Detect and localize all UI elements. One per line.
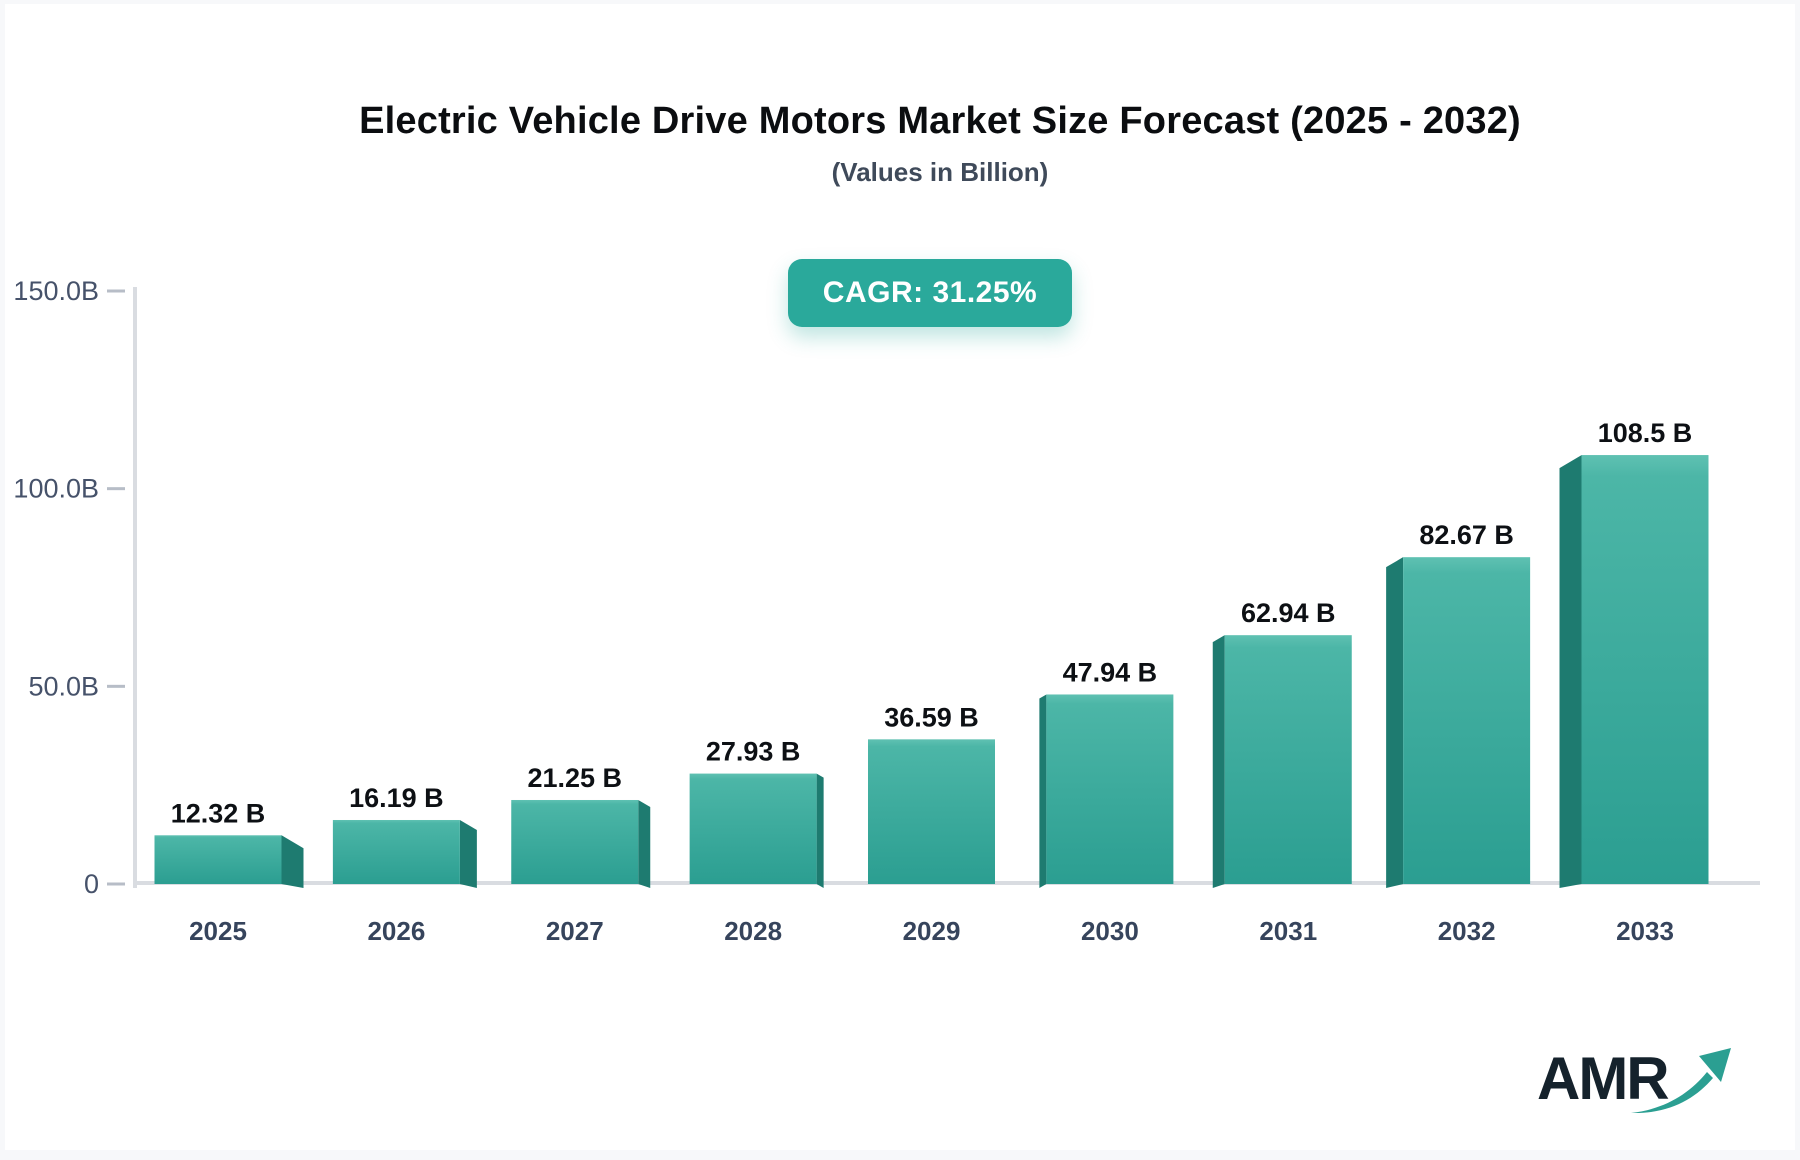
x-tick-label: 2030 [1081,916,1139,946]
bar-value-label: 36.59 B [884,702,979,732]
bar-2030 [1039,694,1174,888]
x-tick-label: 2032 [1438,916,1496,946]
cagr-badge-label: CAGR: 31.25% [822,276,1038,309]
bar-side-face [638,799,651,888]
bar-front-face [1224,635,1352,884]
y-tick-label: 100.0B [13,474,99,504]
x-tick-label: 2027 [546,916,604,946]
chart-subtitle: (Values in Billion) [831,157,1049,187]
y-tick-mark [107,487,125,491]
bar-front-face [154,835,282,884]
bar-value-label: 21.25 B [527,763,622,793]
bar-2033 [1559,455,1709,888]
bar-2031 [1212,635,1352,888]
bar-side-face [816,773,824,888]
bar-side-face [1212,635,1225,888]
chart-title: Electric Vehicle Drive Motors Market Siz… [359,100,1521,142]
y-tick-label: 150.0B [13,276,99,306]
bar-2027 [511,799,651,888]
y-tick-mark [107,882,125,886]
labels-layer: 12.32 B 2025 16.19 B 2026 21.25 B 2027 27.93 B… [171,418,1693,946]
amr-logo-text: AMR [1537,1045,1670,1112]
bar-front-face [1581,455,1709,884]
bar-front-face [689,773,817,884]
bar-2025 [154,835,304,888]
bar-value-label: 27.93 B [706,737,801,767]
bar-value-label: 47.94 B [1063,657,1158,687]
x-tick-label: 2026 [367,916,425,946]
x-tick-label: 2028 [724,916,782,946]
x-tick-label: 2029 [903,916,961,946]
chart-card: Electric Vehicle Drive Motors Market Siz… [5,4,1795,1150]
bar-chart-plot-area: 0 50.0B 100.0B 150.0B 12.32 B 2025 16.19 B 202… [13,276,1760,946]
bar-value-label: 62.94 B [1241,598,1336,628]
bar-side-face [281,835,304,888]
bar-front-face [1046,694,1174,884]
bar-value-label: 16.19 B [349,783,444,813]
bar-2026 [332,819,477,888]
bar-front-face [868,739,995,884]
bars-layer [154,455,1709,888]
bar-side-face [459,819,477,888]
x-tick-label: 2025 [189,916,247,946]
bar-front-face [511,799,639,884]
y-tick-label: 50.0B [28,671,99,701]
y-axis-line [133,287,137,888]
x-tick-label: 2033 [1616,916,1674,946]
bar-front-face [1403,557,1531,884]
trend-up-arrow-icon [1631,1048,1731,1114]
bar-side-face [1039,694,1047,888]
bar-value-label: 82.67 B [1419,520,1514,550]
bar-value-label: 108.5 B [1598,418,1693,448]
bar-front-face [332,819,460,884]
cagr-badge: CAGR: 31.25% [788,259,1072,327]
bar-2029 [868,739,995,884]
bar-value-label: 12.32 B [171,798,266,828]
bar-2032 [1386,557,1531,888]
y-tick-mark [107,684,125,688]
bar-2028 [689,773,824,888]
y-tick-label: 0 [84,869,99,899]
bar-side-face [1386,557,1404,888]
amr-logo: AMR [1537,1036,1737,1120]
y-tick-mark [107,289,125,293]
chart-header: Electric Vehicle Drive Motors Market Siz… [75,4,1800,188]
x-tick-label: 2031 [1259,916,1317,946]
bar-side-face [1559,455,1582,888]
